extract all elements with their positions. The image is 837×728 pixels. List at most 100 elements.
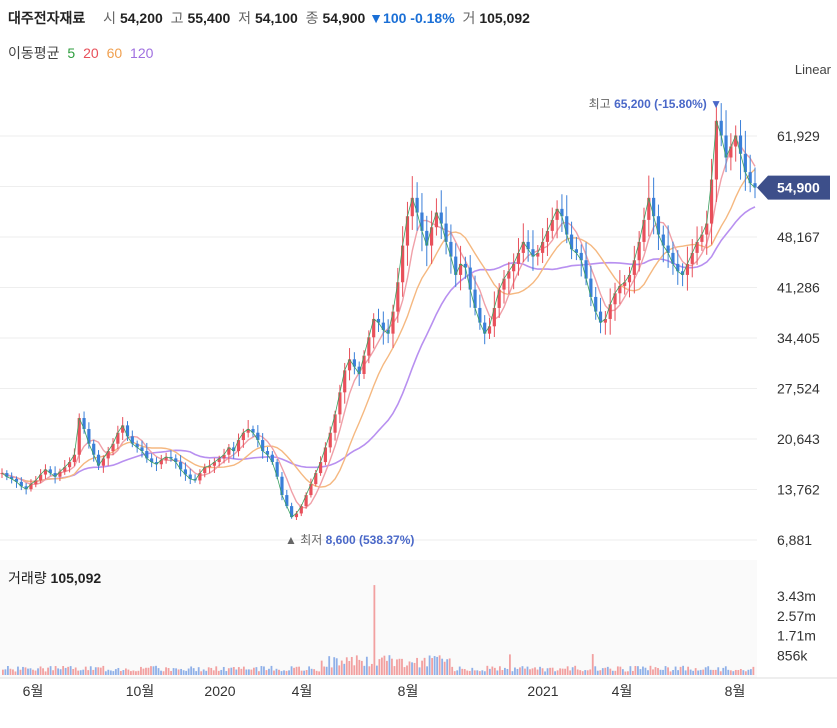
volume-bar xyxy=(49,666,52,675)
candle-body xyxy=(550,219,554,231)
candle-body xyxy=(386,329,390,334)
volume-bar xyxy=(318,671,321,675)
candle-body xyxy=(656,216,661,235)
volume-bar xyxy=(506,668,509,675)
volume-bar xyxy=(323,666,326,675)
volume-bar xyxy=(290,666,293,675)
volume-bar xyxy=(132,670,135,675)
candle-body xyxy=(72,454,77,463)
close-value: 54,900 xyxy=(322,10,366,26)
candle-body xyxy=(598,311,603,323)
candle-body xyxy=(381,322,385,330)
candle-body xyxy=(700,234,704,242)
volume-bar xyxy=(388,655,391,675)
candle-body xyxy=(666,245,670,253)
volume-bar xyxy=(37,668,39,675)
volume-bar xyxy=(89,666,92,675)
volume-bar xyxy=(739,668,742,675)
candle-body xyxy=(290,506,294,518)
volume-bar xyxy=(215,666,218,675)
volume-bar xyxy=(647,670,649,675)
volume-bar xyxy=(220,669,223,675)
y-axis: 61,929 48,167 41,286 34,405 27,524 20,643 13,7… xyxy=(757,128,830,548)
volume-bar xyxy=(242,666,245,675)
volume-bar xyxy=(7,666,9,675)
candle-body xyxy=(753,183,757,188)
volume-bar xyxy=(313,669,316,675)
volume-bar xyxy=(596,670,599,675)
volume-bar xyxy=(202,669,205,675)
volume-tick-label: 856k xyxy=(777,647,808,663)
volume-bar xyxy=(330,667,333,675)
moving-average-legend[interactable]: 이동평균 5 20 60 120 xyxy=(8,43,157,63)
scale-toggle[interactable]: Linear xyxy=(794,62,831,77)
volume-panel-bg xyxy=(0,560,757,678)
candle-body xyxy=(323,447,328,463)
volume-bar xyxy=(47,667,49,675)
volume-bar xyxy=(370,663,373,675)
candle-body xyxy=(318,462,323,474)
volume-bar xyxy=(355,655,358,675)
volume-bar xyxy=(62,666,65,675)
candle-body xyxy=(695,241,699,253)
volume-bar xyxy=(566,666,569,675)
volume-bar xyxy=(722,667,725,675)
ma-120: 120 xyxy=(130,45,154,61)
x-tick-label: 4월 xyxy=(612,683,633,699)
min-annotation: ▲ 최저 8,600 (538.37%) xyxy=(285,533,414,547)
volume-bar xyxy=(335,658,338,675)
candle-body xyxy=(623,282,627,286)
volume-bar xyxy=(493,667,496,675)
volume-bar xyxy=(315,670,318,675)
candle-body xyxy=(294,513,299,518)
candle-body xyxy=(603,318,607,323)
volume-bar xyxy=(170,671,172,675)
volume-bar xyxy=(498,666,501,675)
candle-body xyxy=(458,263,463,275)
volume-bar xyxy=(614,670,617,675)
volume-bar xyxy=(579,670,582,675)
candle-body xyxy=(492,307,496,327)
volume-bar xyxy=(180,668,183,675)
low-label: 저 xyxy=(238,10,252,26)
volume-bar xyxy=(283,670,285,675)
volume-bar xyxy=(320,660,323,675)
candle-body xyxy=(24,486,28,490)
volume-bar xyxy=(616,666,619,675)
volume-bar xyxy=(29,668,32,675)
volume-bar xyxy=(446,659,449,675)
volume-bar xyxy=(423,657,426,675)
stock-name[interactable]: 대주전자재료 xyxy=(8,10,86,26)
volume-bar xyxy=(649,665,652,675)
volume-bar xyxy=(57,668,60,675)
volume-bar xyxy=(258,671,260,675)
candle-body xyxy=(222,454,226,459)
volume-bar xyxy=(719,671,722,675)
volume-bar xyxy=(298,666,300,675)
volume-bar xyxy=(619,666,622,675)
candle-body xyxy=(425,230,429,246)
open-label: 시 xyxy=(103,10,117,26)
candle-body xyxy=(270,454,274,463)
candle-body xyxy=(690,252,694,264)
volume-bar xyxy=(142,668,145,675)
volume-bar xyxy=(250,669,253,675)
volume-bar xyxy=(504,667,506,675)
candle-body xyxy=(632,260,636,275)
volume-bar xyxy=(52,670,54,675)
quote-header: 대주전자재료 시 54,200 고 55,400 저 54,100 종 54,9… xyxy=(8,8,530,28)
volume-bar xyxy=(368,666,371,675)
volume-bar xyxy=(521,666,524,675)
volume-bar xyxy=(559,668,562,675)
volume-bar xyxy=(441,658,444,675)
candle-body xyxy=(565,216,569,235)
volume-bar xyxy=(679,666,682,675)
candle-body xyxy=(63,467,67,472)
volume-bar xyxy=(524,668,526,675)
max-annotation: 최고 65,200 (-15.80%) ▼ xyxy=(589,97,722,111)
candle-body xyxy=(92,443,96,455)
high-label: 고 xyxy=(170,10,184,26)
volume-bar xyxy=(496,670,499,675)
candle-body xyxy=(328,432,332,448)
